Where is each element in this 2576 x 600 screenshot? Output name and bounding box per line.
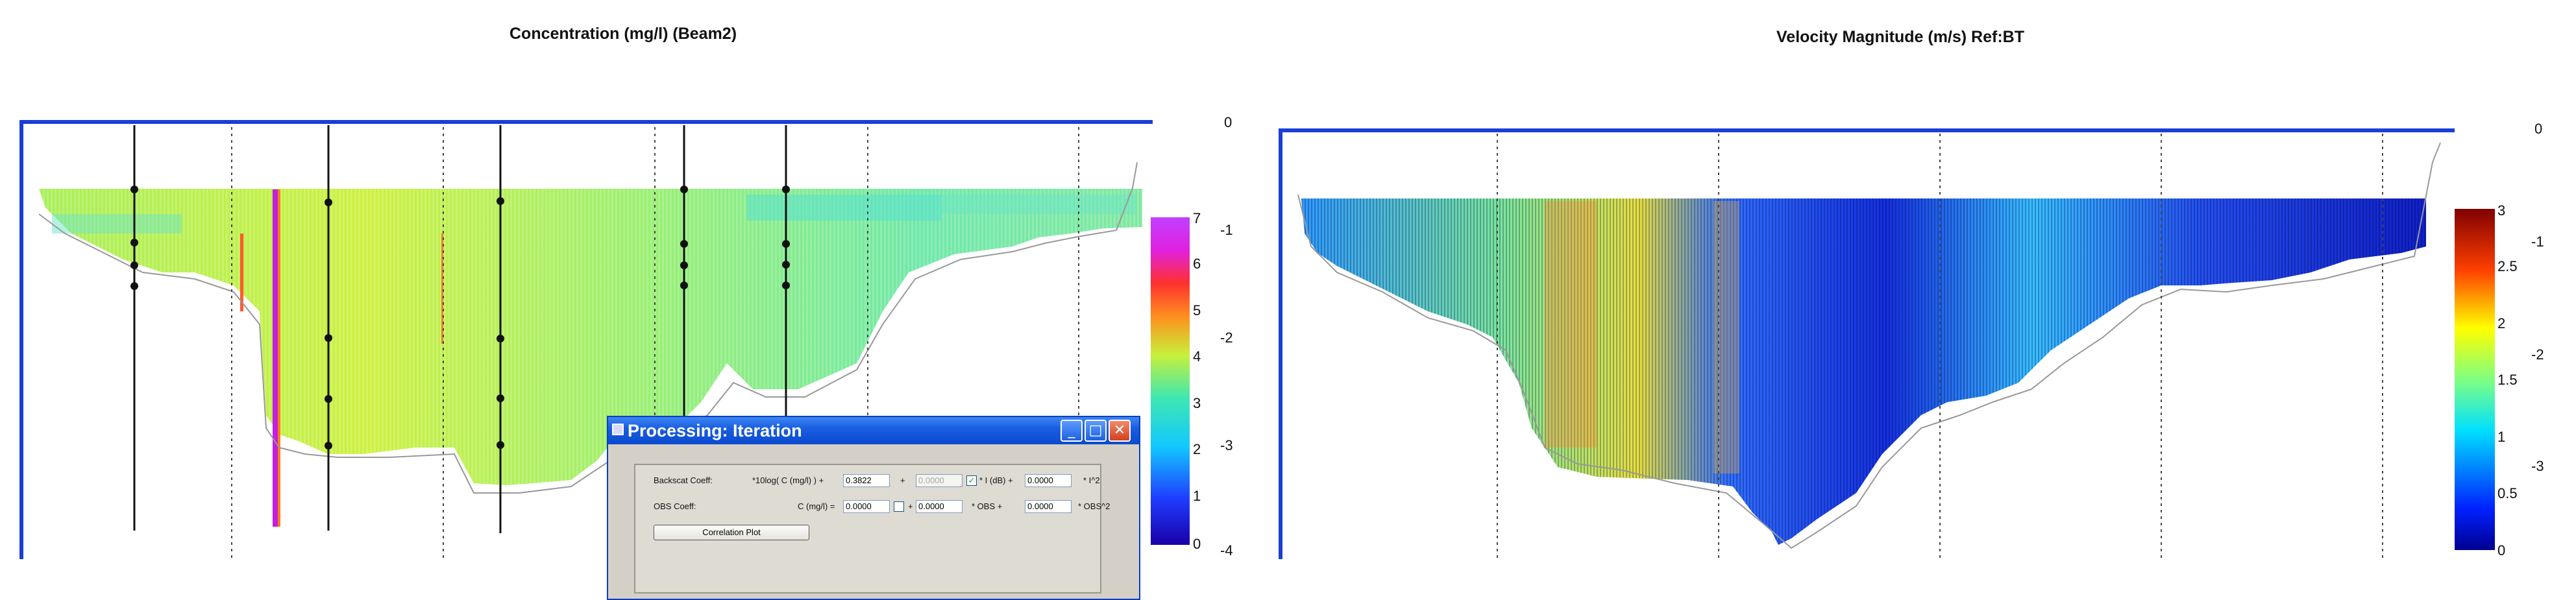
- conc-colorbar-tick: 7: [1193, 210, 1201, 226]
- obs-coeff-b-input[interactable]: 0.0000: [916, 500, 963, 513]
- plus-label: +: [908, 501, 913, 511]
- velocity-plot: [1279, 128, 2495, 559]
- backscat-label: Backscat Coeff:: [654, 475, 713, 485]
- conc-depth-tick: -3: [1220, 437, 1233, 453]
- concentration-plot: [19, 120, 1190, 559]
- plus-label: +: [900, 475, 905, 485]
- vel-colorbar-tick: 1.5: [2497, 372, 2518, 388]
- conc-colorbar-tick: 5: [1193, 302, 1201, 318]
- conc-colorbar-tick: 6: [1193, 256, 1201, 272]
- backscat-coeff-a-input[interactable]: 0.3822: [843, 474, 890, 487]
- close-icon[interactable]: ✕: [1109, 420, 1131, 442]
- backscat-formula: *10log( C (mg/l) ) +: [752, 475, 824, 485]
- dialog-titlebar[interactable]: Processing: Iteration _ □ ✕: [608, 417, 1139, 444]
- backscat-coeff-disabled-input: 0.0000: [916, 474, 963, 487]
- dialog-title: Processing: Iteration: [628, 421, 802, 440]
- db-label: * I (dB) +: [979, 475, 1013, 485]
- conc-depth-tick: -1: [1220, 222, 1233, 238]
- vel-depth-tick: -3: [2531, 458, 2544, 474]
- conc-colorbar-tick: 4: [1193, 348, 1201, 365]
- coefficients-panel: Backscat Coeff: *10log( C (mg/l) ) + 0.3…: [634, 464, 1110, 594]
- vel-depth-tick: -2: [2531, 346, 2544, 363]
- conc-colorbar-tick: 0: [1193, 536, 1201, 552]
- vel-colorbar-tick: 2: [2497, 315, 2506, 331]
- obs-mid-label: * OBS +: [972, 501, 1003, 511]
- correlation-plot-button[interactable]: Correlation Plot: [654, 525, 809, 540]
- minimize-icon[interactable]: _: [1061, 420, 1083, 442]
- right-bottom-line: [1297, 142, 2441, 549]
- vel-colorbar-tick: 1: [2497, 429, 2506, 445]
- magenta-streak: [273, 189, 278, 527]
- obs-coeff-a-input[interactable]: 0.0000: [843, 500, 890, 513]
- window-app-icon: [612, 424, 624, 435]
- concentration-plot-title: Concentration (mg/l) (Beam2): [509, 25, 737, 43]
- vel-colorbar-tick: 0: [2497, 542, 2506, 558]
- obs-label: OBS Coeff:: [654, 501, 696, 511]
- processing-iteration-dialog: Processing: Iteration _ □ ✕ Backscat Coe…: [607, 416, 1140, 600]
- velocity-colorbar: [2455, 209, 2495, 550]
- obs-pow2-label: * OBS^2: [1078, 501, 1110, 511]
- vel-depth-tick: -1: [2531, 234, 2544, 250]
- obs-checkbox[interactable]: [894, 501, 904, 512]
- vel-colorbar-tick: 0.5: [2497, 485, 2518, 501]
- conc-colorbar-tick: 1: [1193, 488, 1201, 504]
- conc-colorbar-tick: 2: [1193, 441, 1201, 457]
- vel-depth-tick: 0: [2534, 121, 2543, 137]
- sample-points: [130, 186, 790, 450]
- pow2-label: * I^2: [1083, 475, 1100, 485]
- velocity-plot-title: Velocity Magnitude (m/s) Ref:BT: [1776, 28, 2024, 46]
- backscat-coeff-b-input[interactable]: 0.0000: [1025, 474, 1072, 487]
- conc-colorbar-tick: 3: [1193, 395, 1201, 411]
- vel-colorbar-tick: 3: [2497, 202, 2506, 219]
- concentration-colorbar: [1151, 217, 1190, 545]
- obs-coeff-c-input[interactable]: 0.0000: [1025, 500, 1072, 513]
- conc-depth-tick: 0: [1224, 114, 1233, 130]
- vel-colorbar-tick: 2.5: [2497, 258, 2518, 274]
- conc-depth-tick: -2: [1220, 330, 1233, 346]
- maximize-icon[interactable]: □: [1085, 420, 1107, 442]
- intensity-checkbox[interactable]: ✓: [966, 475, 977, 486]
- conc-depth-tick: -4: [1220, 542, 1233, 558]
- obs-formula: C (mg/l) =: [798, 501, 835, 511]
